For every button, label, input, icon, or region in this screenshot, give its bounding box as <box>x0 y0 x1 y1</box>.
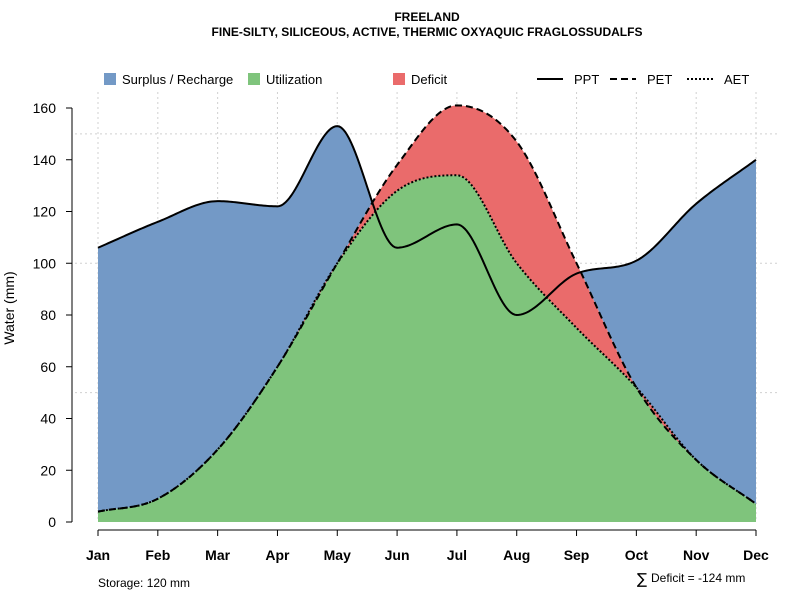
legend-label-line: PPT <box>574 72 599 87</box>
series-line-ppt <box>97 125 757 317</box>
x-tick-label: Jun <box>385 547 410 563</box>
series-lines <box>97 104 757 513</box>
deficit-note: Deficit = -124 mm <box>651 571 745 585</box>
chart-title: FREELAND <box>394 10 460 24</box>
y-tick-label: 40 <box>40 411 56 427</box>
x-tick-label: Sep <box>564 547 590 563</box>
legend-label-area: Surplus / Recharge <box>122 72 233 87</box>
legend: Surplus / Recharge Utilization Deficit PPT P… <box>104 72 749 87</box>
y-axis-label: Water (mm) <box>1 271 17 344</box>
legend-swatch-2 <box>393 73 405 85</box>
y-tick-label: 140 <box>33 152 57 168</box>
legend-label-area: Deficit <box>411 72 448 87</box>
storage-note: Storage: 120 mm <box>98 576 190 590</box>
area-fills <box>98 105 756 522</box>
series-line-aet <box>97 174 757 513</box>
x-tick-label: Aug <box>503 547 530 563</box>
sum-icon: ∑ <box>637 570 647 588</box>
legend-label-area: Utilization <box>266 72 322 87</box>
legend-swatch-1 <box>248 73 260 85</box>
x-tick-label: Mar <box>205 547 230 563</box>
y-tick-label: 0 <box>48 514 56 530</box>
x-tick-label: Dec <box>743 547 769 563</box>
chart-subtitle: FINE-SILTY, SILICEOUS, ACTIVE, THERMIC O… <box>212 25 643 39</box>
y-tick-label: 100 <box>33 255 57 271</box>
legend-label-line: AET <box>724 72 749 87</box>
legend-label-line: PET <box>647 72 672 87</box>
x-tick-label: Jan <box>86 547 110 563</box>
x-tick-label: May <box>324 547 351 563</box>
legend-swatch-0 <box>104 73 116 85</box>
surplus-area <box>98 105 756 512</box>
y-tick-label: 80 <box>40 307 56 323</box>
x-tick-label: Nov <box>683 547 710 563</box>
x-tick-label: Feb <box>145 547 170 563</box>
y-tick-label: 120 <box>33 204 57 220</box>
x-tick-label: Apr <box>265 547 290 563</box>
y-tick-label: 160 <box>33 100 57 116</box>
y-tick-label: 20 <box>40 462 56 478</box>
utilization-area <box>98 175 756 522</box>
y-tick-label: 60 <box>40 359 56 375</box>
x-tick-label: Oct <box>625 547 649 563</box>
x-tick-label: Jul <box>447 547 467 563</box>
axes: 0 20 40 60 80 100 120 140 160 Jan Feb Mar Apr May Jun J… <box>33 100 769 563</box>
